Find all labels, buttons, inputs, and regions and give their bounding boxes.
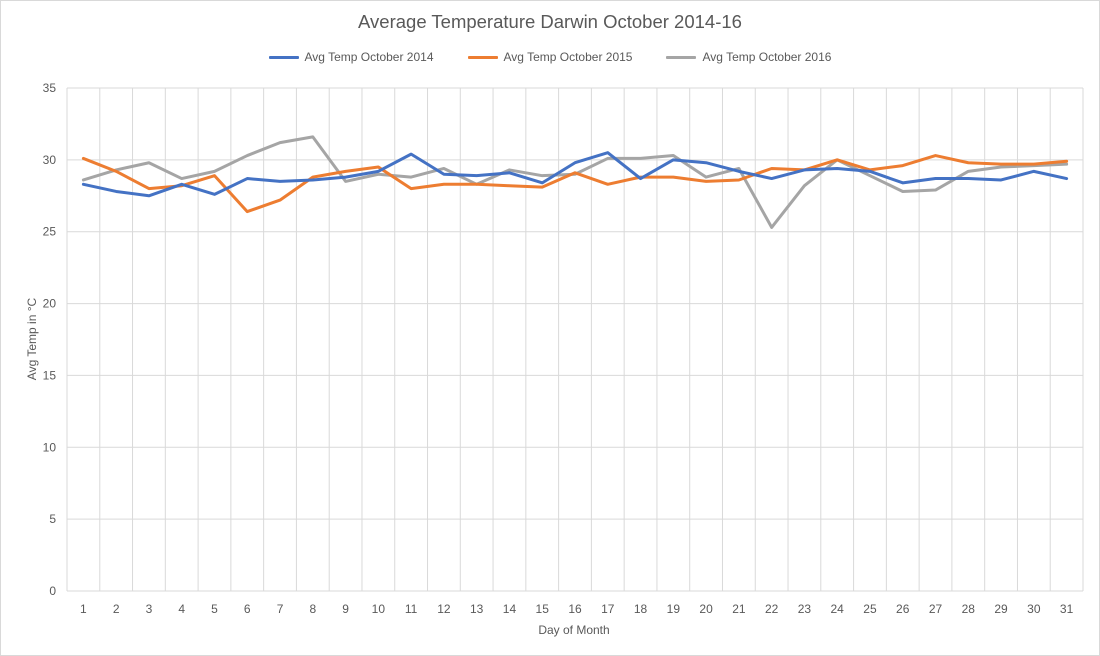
x-tick-label: 16	[568, 602, 582, 616]
x-tick-label: 26	[896, 602, 910, 616]
x-tick-label: 20	[699, 602, 713, 616]
x-tick-label: 21	[732, 602, 746, 616]
x-tick-label: 30	[1027, 602, 1041, 616]
legend-label: Avg Temp October 2014	[304, 50, 434, 64]
y-tick-label: 10	[43, 440, 57, 454]
series-line-2	[81, 154, 1069, 214]
x-tick-label: 11	[405, 602, 418, 616]
y-tick-label: 35	[43, 81, 57, 95]
x-tick-label: 14	[503, 602, 517, 616]
x-tick-label: 18	[634, 602, 648, 616]
x-tick-label: 24	[831, 602, 845, 616]
x-tick-label: 7	[277, 602, 284, 616]
x-tick-label: 13	[470, 602, 484, 616]
x-tick-label: 3	[146, 602, 153, 616]
legend: Avg Temp October 2014 Avg Temp October 20…	[0, 50, 1100, 64]
chart-title: Average Temperature Darwin October 2014-…	[358, 11, 742, 32]
x-tick-label: 10	[372, 602, 386, 616]
series-line-1	[81, 151, 1069, 198]
grid-lines	[66, 87, 1084, 592]
x-tick-label: 5	[211, 602, 218, 616]
x-tick-label: 17	[601, 602, 615, 616]
x-tick-label: 25	[863, 602, 877, 616]
y-tick-label: 20	[43, 297, 57, 311]
x-tick-label: 8	[309, 602, 316, 616]
legend-swatch	[268, 55, 299, 59]
x-tick-label: 19	[667, 602, 681, 616]
y-tick-label: 30	[43, 153, 57, 167]
legend-label: Avg Temp October 2015	[503, 50, 633, 64]
x-tick-label: 31	[1060, 602, 1074, 616]
legend-item: Avg Temp October 2015	[467, 50, 633, 64]
y-tick-label: 15	[43, 368, 57, 382]
x-tick-label: 1	[80, 602, 87, 616]
y-axis-title: Avg Temp in °C	[25, 297, 39, 380]
legend-item: Avg Temp October 2014	[268, 50, 434, 64]
x-tick-label: 2	[113, 602, 120, 616]
series-layer	[81, 135, 1069, 229]
x-tick-label: 4	[178, 602, 185, 616]
x-tick-label: 28	[962, 602, 976, 616]
x-axis-title: Day of Month	[538, 623, 609, 637]
legend-swatch	[666, 55, 697, 59]
x-tick-label: 29	[994, 602, 1008, 616]
x-tick-label: 23	[798, 602, 812, 616]
x-tick-label: 22	[765, 602, 779, 616]
y-tick-label: 0	[49, 584, 56, 598]
y-tick-label: 25	[43, 225, 57, 239]
x-tick-label: 12	[437, 602, 451, 616]
x-tick-label: 6	[244, 602, 251, 616]
legend-label: Avg Temp October 2016	[702, 50, 832, 64]
x-tick-label: 27	[929, 602, 943, 616]
legend-swatch	[467, 55, 498, 59]
x-tick-label: 9	[342, 602, 349, 616]
legend-item: Avg Temp October 2016	[666, 50, 831, 64]
x-tick-label: 15	[536, 602, 550, 616]
y-tick-label: 5	[49, 512, 56, 526]
